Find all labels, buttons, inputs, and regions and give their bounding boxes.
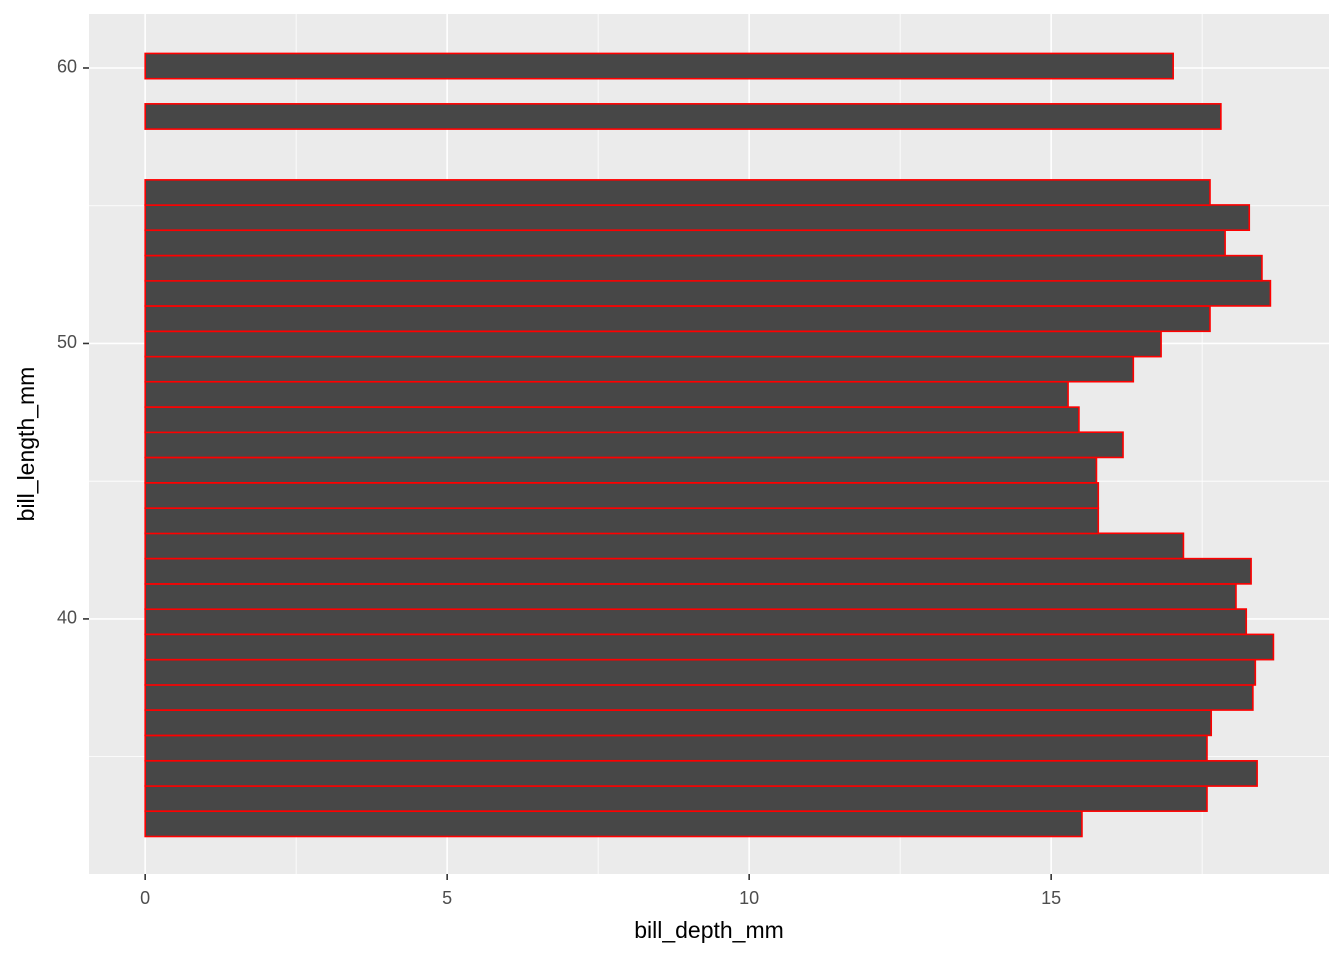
x-tick-label: 0	[140, 888, 150, 908]
bar	[144, 633, 1275, 661]
bar	[144, 608, 1248, 636]
y-tick-label: 60	[57, 57, 77, 77]
bar	[144, 431, 1124, 459]
y-tick-label: 50	[57, 332, 77, 352]
bar	[144, 355, 1135, 383]
bar	[144, 456, 1098, 484]
bar	[144, 709, 1213, 737]
bar	[144, 279, 1272, 307]
bar	[144, 52, 1174, 80]
bar	[144, 204, 1251, 231]
x-tick-label: 15	[1041, 888, 1061, 908]
x-tick-label: 10	[739, 888, 759, 908]
y-axis-title: bill_length_mm	[13, 367, 39, 522]
bar	[144, 532, 1185, 560]
bar	[144, 507, 1100, 535]
bar	[144, 229, 1226, 257]
bar	[144, 557, 1252, 585]
bar	[144, 254, 1263, 282]
y-tick-label: 40	[57, 608, 77, 628]
bar	[144, 583, 1237, 611]
bar	[144, 785, 1208, 812]
bar	[144, 810, 1083, 838]
bar	[144, 658, 1257, 686]
bar	[144, 406, 1080, 434]
bar	[144, 103, 1222, 130]
bar	[144, 734, 1208, 762]
bar	[144, 683, 1254, 711]
bar	[144, 380, 1069, 408]
bar	[144, 482, 1100, 509]
bar	[144, 330, 1162, 358]
x-tick-label: 5	[442, 888, 452, 908]
bar	[144, 760, 1258, 787]
bar	[144, 179, 1211, 206]
bar	[144, 305, 1211, 333]
x-axis-title: bill_depth_mm	[634, 917, 784, 943]
